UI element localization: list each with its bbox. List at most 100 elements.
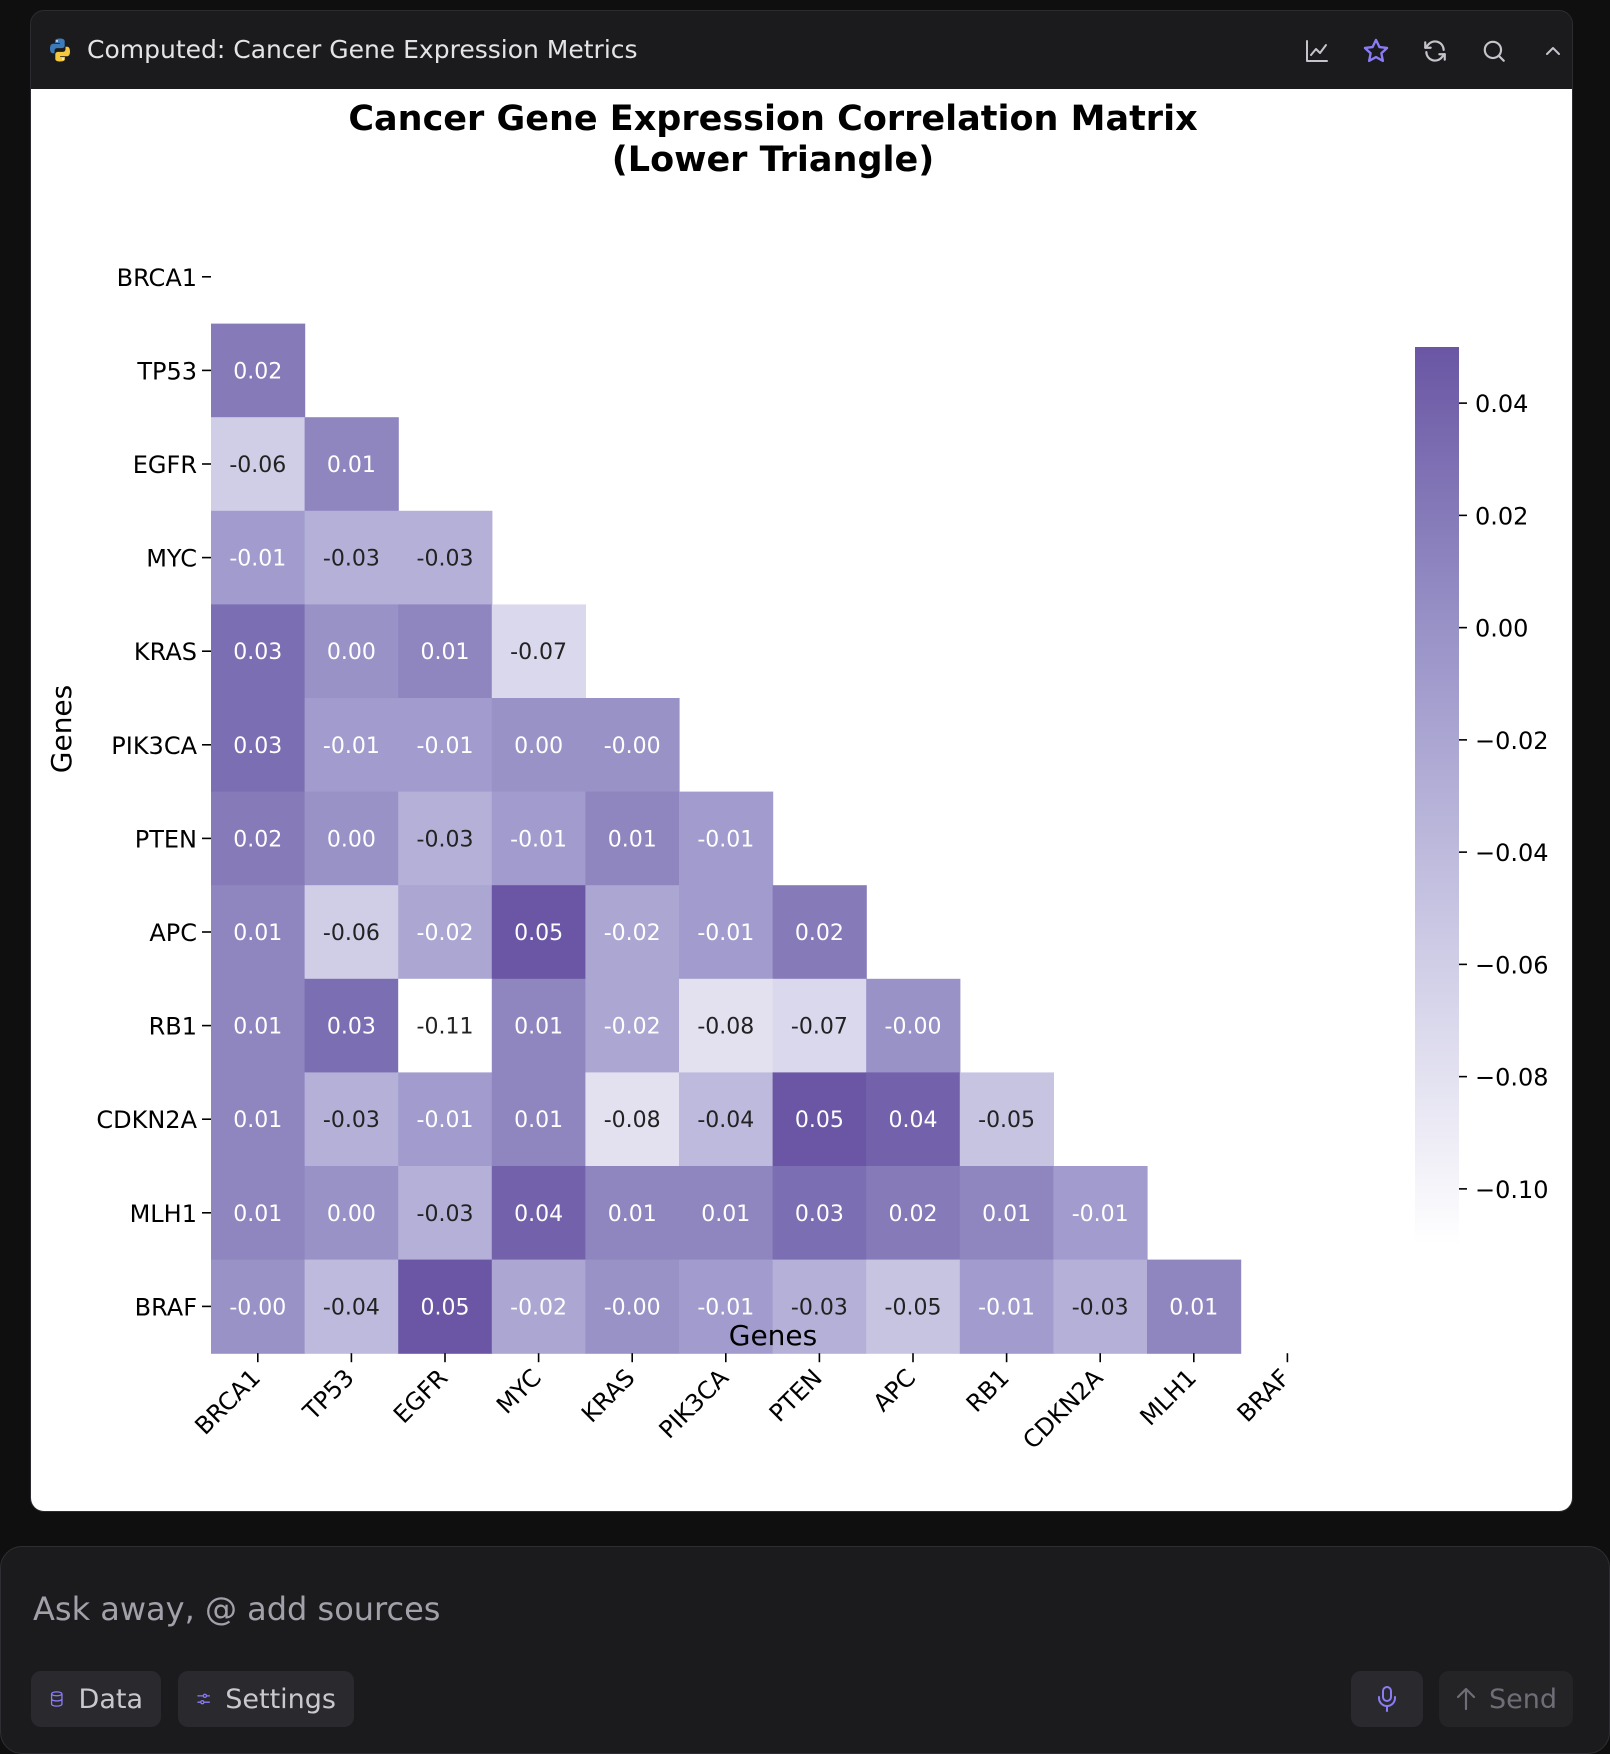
cell-value-label: 0.02 — [233, 827, 282, 852]
x-tick-label: MYC — [491, 1364, 547, 1420]
cell-value-label: 0.00 — [327, 827, 376, 852]
heatmap-cell — [211, 978, 306, 1073]
refresh-icon — [1424, 40, 1446, 62]
cell-value-label: -0.03 — [417, 547, 474, 572]
plot-area: Cancer Gene Expression Correlation Matri… — [31, 89, 1572, 1511]
computed-panel: Computed: Cancer Gene Expression Metrics — [30, 10, 1573, 1512]
cell-value-label: 0.01 — [1169, 1295, 1218, 1320]
message-input[interactable] — [31, 1583, 1335, 1635]
cell-value-label: -0.01 — [697, 921, 754, 946]
x-axis-label: Genes — [729, 1319, 817, 1352]
cell-value-label: -0.08 — [697, 1015, 754, 1040]
heatmap-cell — [866, 978, 961, 1073]
cell-value-label: -0.03 — [791, 1295, 848, 1320]
search-button[interactable] — [1476, 33, 1512, 69]
heatmap-cell — [679, 885, 774, 980]
heatmap-cell — [211, 698, 306, 793]
heatmap-cell — [398, 885, 493, 980]
cell-value-label: -0.01 — [1072, 1202, 1129, 1227]
heatmap-cell — [959, 1072, 1054, 1167]
cell-value-label: -0.01 — [978, 1295, 1035, 1320]
heatmap-cell — [211, 1072, 306, 1167]
cell-value-label: -0.04 — [697, 1108, 754, 1133]
cell-value-label: -0.07 — [510, 640, 567, 665]
heatmap-cell — [211, 604, 306, 699]
cell-value-label: -0.02 — [604, 921, 661, 946]
composer: Data Settings Send — [0, 1546, 1610, 1754]
heatmap-cell — [211, 510, 306, 605]
heatmap-cell — [211, 323, 306, 418]
cell-value-label: 0.01 — [233, 1015, 282, 1040]
cell-value-label: 0.01 — [514, 1015, 563, 1040]
cell-value-label: 0.00 — [514, 734, 563, 759]
heatmap-cell — [679, 978, 774, 1073]
settings-button[interactable]: Settings — [178, 1671, 354, 1727]
heatmap-cell — [398, 510, 493, 605]
colorbar-tick-label: −0.04 — [1475, 839, 1549, 867]
heatmap-cell — [398, 791, 493, 886]
cell-value-label: 0.01 — [233, 921, 282, 946]
cell-value-label: 0.04 — [514, 1202, 563, 1227]
heatmap-cell — [491, 1072, 586, 1167]
heatmap-cell — [304, 1259, 399, 1354]
heatmap-cell — [398, 698, 493, 793]
cell-value-label: -0.01 — [417, 734, 474, 759]
heatmap-cell — [491, 698, 586, 793]
send-button[interactable]: Send — [1439, 1671, 1573, 1727]
heatmap-cell — [398, 978, 493, 1073]
heatmap-cell — [491, 885, 586, 980]
chart-subtitle: (Lower Triangle) — [612, 140, 934, 180]
colorbar-tick-label: −0.08 — [1475, 1064, 1549, 1092]
cell-value-label: -0.02 — [417, 921, 474, 946]
cell-value-label: 0.02 — [795, 921, 844, 946]
y-tick-label: PIK3CA — [111, 732, 197, 760]
panel-header: Computed: Cancer Gene Expression Metrics — [31, 11, 1572, 89]
heatmap-cell — [398, 1259, 493, 1354]
x-tick-label: EGFR — [388, 1364, 453, 1429]
database-icon — [50, 1691, 63, 1707]
cell-value-label: -0.01 — [697, 827, 754, 852]
cell-value-label: 0.01 — [608, 827, 657, 852]
data-button-label: Data — [78, 1683, 143, 1715]
favorite-button[interactable] — [1358, 33, 1394, 69]
y-tick-label: TP53 — [136, 357, 197, 385]
heatmap-cell — [772, 978, 867, 1073]
cell-value-label: -0.00 — [885, 1015, 942, 1040]
cell-value-label: 0.01 — [327, 453, 376, 478]
heatmap-cell — [304, 978, 399, 1073]
colorbar — [1415, 347, 1459, 1245]
refresh-button[interactable] — [1417, 33, 1453, 69]
cell-value-label: -0.01 — [697, 1295, 754, 1320]
cell-value-label: 0.02 — [233, 359, 282, 384]
cell-value-label: 0.03 — [233, 640, 282, 665]
cell-value-label: -0.00 — [229, 1295, 286, 1320]
microphone-button[interactable] — [1351, 1671, 1423, 1727]
sliders-icon — [197, 1693, 210, 1705]
heatmap-cell — [304, 510, 399, 605]
y-tick-label: MYC — [146, 545, 197, 573]
chart-button[interactable] — [1299, 33, 1335, 69]
heatmap-cell — [679, 1166, 774, 1261]
collapse-button[interactable] — [1535, 33, 1571, 69]
cell-value-label: -0.06 — [323, 921, 380, 946]
cell-value-label: 0.01 — [514, 1108, 563, 1133]
y-tick-label: EGFR — [133, 451, 197, 479]
panel-title: Computed: Cancer Gene Expression Metrics — [87, 35, 638, 64]
data-button[interactable]: Data — [31, 1671, 161, 1727]
cell-value-label: 0.01 — [701, 1202, 750, 1227]
cell-value-label: 0.02 — [889, 1202, 938, 1227]
y-tick-label: BRAF — [135, 1293, 197, 1321]
x-tick-label: TP53 — [297, 1364, 360, 1427]
heatmap-cell — [679, 1259, 774, 1354]
heatmap-cell — [1053, 1166, 1148, 1261]
y-tick-label: KRAS — [134, 638, 197, 666]
cell-value-label: -0.01 — [229, 547, 286, 572]
cell-value-label: -0.01 — [323, 734, 380, 759]
search-icon — [1483, 40, 1505, 62]
cell-value-label: 0.03 — [327, 1015, 376, 1040]
cell-value-label: -0.02 — [510, 1295, 567, 1320]
heatmap-cell — [491, 1259, 586, 1354]
cell-value-label: -0.05 — [978, 1108, 1035, 1133]
microphone-icon — [1378, 1686, 1396, 1712]
heatmap-cell — [491, 791, 586, 886]
